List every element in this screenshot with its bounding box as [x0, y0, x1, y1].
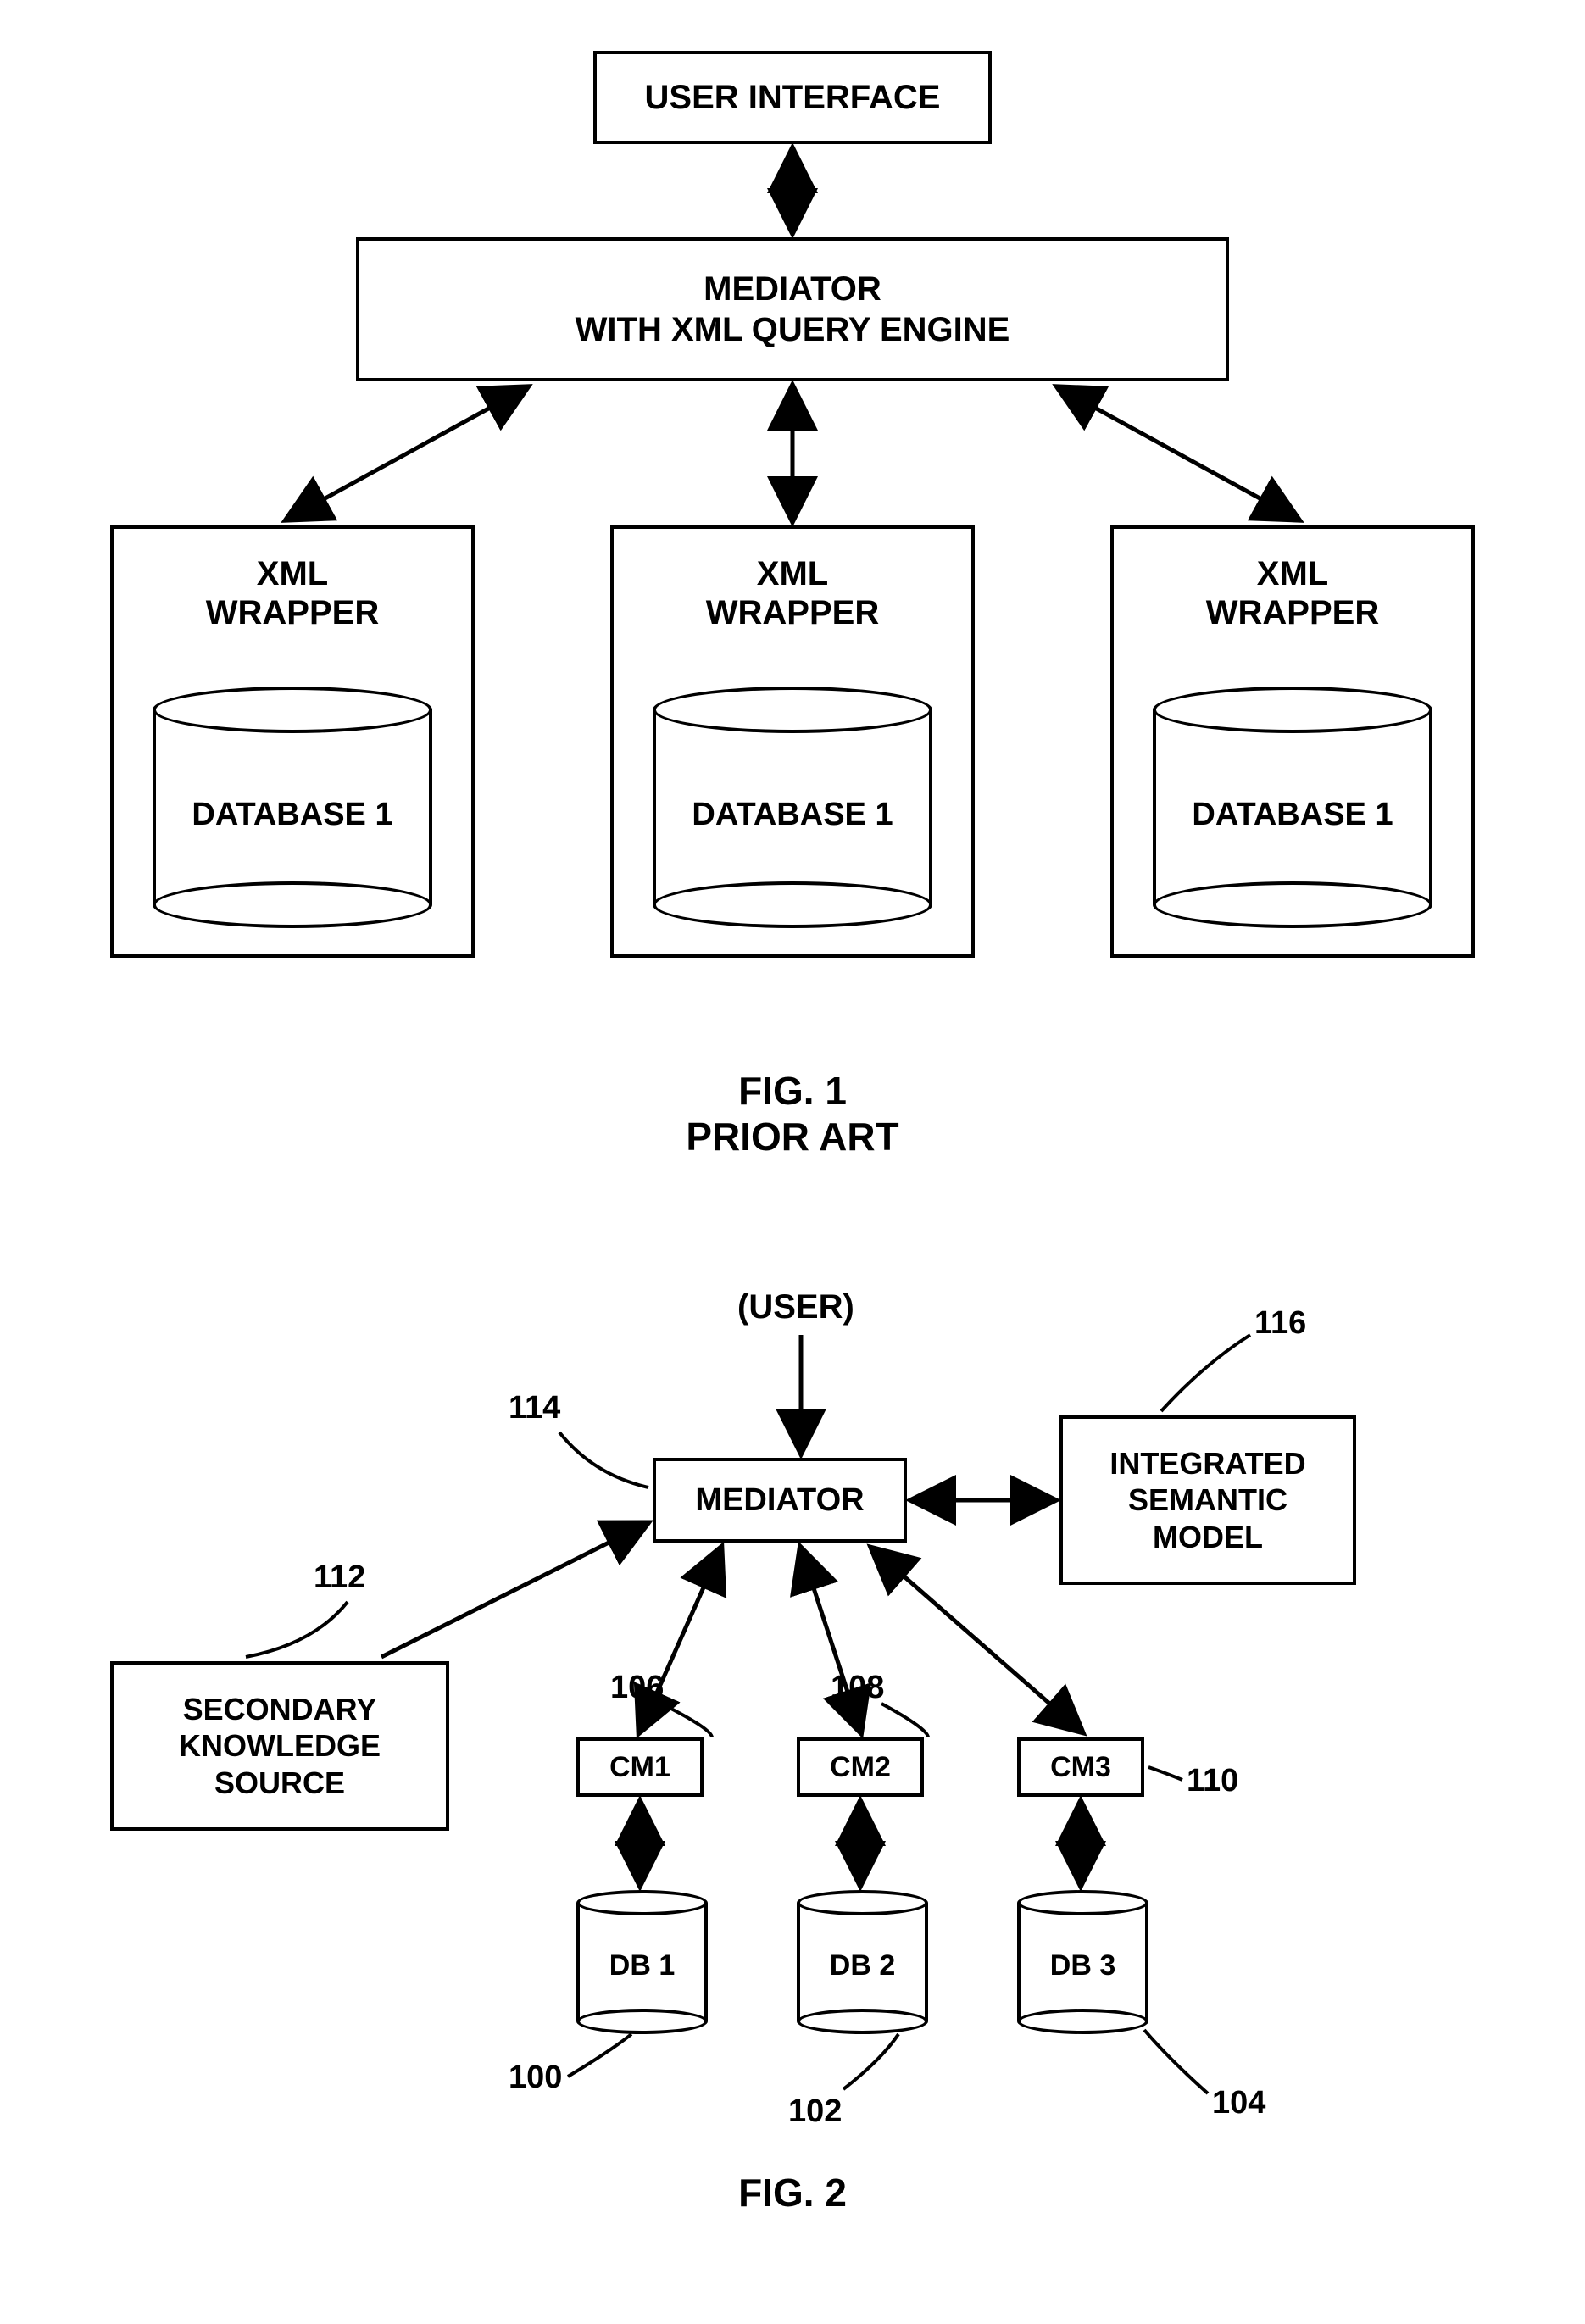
ref-114: 114 [509, 1390, 560, 1426]
fig2-user-label: (USER) [737, 1288, 854, 1326]
fig1-db-2-label: DATABASE 1 [653, 797, 932, 833]
fig1-db-1: DATABASE 1 [153, 687, 432, 928]
fig2-db3: DB 3 [1017, 1890, 1148, 2034]
ref-110: 110 [1187, 1763, 1238, 1799]
ref-102: 102 [788, 2093, 842, 2130]
fig2-integrated: INTEGRATED SEMANTIC MODEL [1059, 1415, 1356, 1585]
fig1-db-3: DATABASE 1 [1153, 687, 1432, 928]
fig1-caption-1: FIG. 1 [0, 1068, 1585, 1114]
fig2-db1-label: DB 1 [576, 1949, 708, 1982]
fig1-caption: FIG. 1 PRIOR ART [0, 1068, 1585, 1159]
ref-116: 116 [1254, 1305, 1306, 1342]
fig2-mediator: MEDIATOR [653, 1458, 907, 1543]
ref-108: 108 [831, 1670, 884, 1706]
fig1-user-interface: USER INTERFACE [593, 51, 992, 144]
fig2-cm2-label: CM2 [830, 1751, 891, 1784]
fig2-db2: DB 2 [797, 1890, 928, 2034]
fig1-db-3-label: DATABASE 1 [1153, 797, 1432, 833]
ref-104: 104 [1212, 2085, 1265, 2121]
fig2-cm3: CM3 [1017, 1737, 1144, 1797]
ref-100: 100 [509, 2060, 562, 2096]
fig2-caption: FIG. 2 [0, 2170, 1585, 2216]
fig2-secondary: SECONDARY KNOWLEDGE SOURCE [110, 1661, 449, 1831]
fig1-caption-2: PRIOR ART [0, 1114, 1585, 1159]
ref-106: 106 [610, 1670, 664, 1706]
fig2-cm3-label: CM3 [1050, 1751, 1111, 1784]
fig2-db3-label: DB 3 [1017, 1949, 1148, 1982]
fig1-wrapper-3-label: XML WRAPPER [1206, 554, 1379, 632]
fig1-mediator-label: MEDIATOR WITH XML QUERY ENGINE [576, 269, 1010, 350]
fig2-db2-label: DB 2 [797, 1949, 928, 1982]
fig2-db1: DB 1 [576, 1890, 708, 2034]
fig2-cm1: CM1 [576, 1737, 704, 1797]
fig2-cm2: CM2 [797, 1737, 924, 1797]
fig1-wrapper-2-label: XML WRAPPER [706, 554, 879, 632]
fig1-ui-label: USER INTERFACE [645, 79, 941, 117]
fig1-wrapper-1-label: XML WRAPPER [206, 554, 379, 632]
fig2-mediator-label: MEDIATOR [695, 1482, 864, 1519]
fig2-cm1-label: CM1 [609, 1751, 670, 1784]
fig1-db-1-label: DATABASE 1 [153, 797, 432, 833]
fig2-integrated-label: INTEGRATED SEMANTIC MODEL [1110, 1445, 1305, 1555]
ref-112: 112 [314, 1560, 365, 1596]
fig1-mediator: MEDIATOR WITH XML QUERY ENGINE [356, 237, 1229, 381]
fig1-db-2: DATABASE 1 [653, 687, 932, 928]
fig2-secondary-label: SECONDARY KNOWLEDGE SOURCE [179, 1691, 381, 1801]
